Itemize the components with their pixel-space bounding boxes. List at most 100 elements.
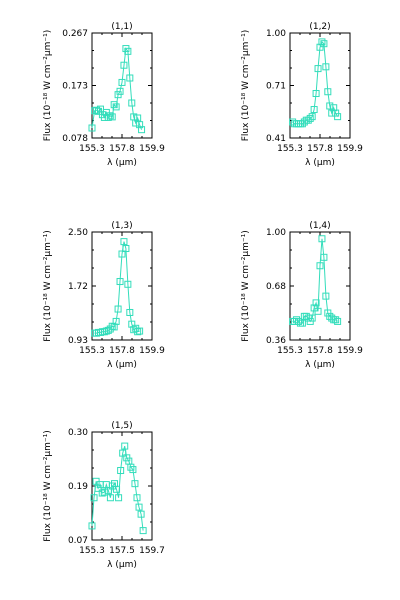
data-point — [100, 488, 108, 496]
x-tick-label: 157.8 — [307, 346, 333, 356]
panel-title: (1,3) — [111, 221, 132, 231]
y-axis-label: Flux (10⁻¹⁸ W cm⁻²μm⁻¹) — [43, 30, 53, 142]
data-point — [138, 126, 146, 134]
data-point — [104, 487, 112, 495]
data-point — [108, 113, 116, 121]
data-point — [118, 250, 126, 258]
x-tick-label: 155.3 — [79, 546, 105, 556]
plot-frame — [91, 231, 153, 341]
x-tick-label: 157.8 — [109, 346, 135, 356]
y-tick-label: 0.30 — [68, 428, 88, 438]
data-point — [127, 463, 135, 471]
chart-panel-2: (1,2) 155.3 157.8 159.9 1.00 0.71 0.41 λ (μm) Fl… — [241, 22, 363, 168]
data-point — [134, 328, 142, 336]
data-point — [139, 527, 147, 535]
y-tick-label: 0.07 — [68, 536, 88, 546]
data-point — [131, 480, 139, 488]
data-point — [334, 317, 342, 325]
data-point — [106, 112, 114, 120]
data-point — [318, 38, 326, 46]
x-tick-label: 155.3 — [79, 346, 105, 356]
data-point — [115, 494, 123, 502]
data-point — [312, 90, 320, 98]
y-axis-label: Flux (10⁻¹⁸ W cm⁻²μm⁻¹) — [43, 430, 53, 542]
data-point — [122, 245, 130, 253]
data-point — [104, 113, 112, 121]
y-tick-label: 0.267 — [62, 29, 88, 39]
data-point — [93, 106, 101, 114]
data-point — [114, 305, 122, 313]
data-point — [120, 61, 128, 69]
data-point — [300, 118, 308, 126]
chart-panel-4: (1,4) 155.3 157.8 159.9 1.00 0.68 0.36 λ (μm) Fl… — [241, 221, 363, 370]
data-point — [94, 484, 102, 492]
data-point — [124, 47, 132, 55]
x-axis-label: λ (μm) — [305, 158, 335, 168]
y-tick-label: 0.68 — [266, 282, 286, 292]
panel-title: (1,5) — [111, 421, 132, 431]
data-point — [126, 74, 134, 82]
data-point — [318, 235, 326, 243]
chart-panel-5: (1,5) 155.3 157.5 159.7 0.30 0.19 0.07 λ (μm) Fl… — [43, 421, 165, 570]
y-tick-label: 0.078 — [62, 134, 88, 144]
data-point — [314, 307, 322, 315]
data-point — [120, 238, 128, 246]
data-point — [135, 503, 143, 511]
data-point — [129, 466, 137, 474]
y-axis-label: Flux (10⁻¹⁸ W cm⁻²μm⁻¹) — [241, 230, 251, 342]
x-axis-label: λ (μm) — [107, 158, 137, 168]
y-tick-label: 0.71 — [266, 82, 286, 92]
y-tick-label: 0.93 — [68, 336, 88, 346]
data-point — [88, 124, 96, 132]
chart-panel-1: (1,1) 155.3 157.8 159.9 0.267 0.173 0.078 λ (μm… — [43, 22, 165, 168]
data-point — [108, 322, 116, 330]
data-point — [334, 113, 342, 121]
data-point — [306, 114, 314, 122]
data-point — [312, 299, 320, 307]
data-point — [328, 109, 336, 117]
x-tick-label: 157.8 — [109, 144, 135, 154]
y-tick-label: 2.50 — [68, 228, 88, 238]
panel-title: (1,1) — [111, 22, 132, 32]
data-point — [132, 119, 140, 127]
data-point — [304, 116, 312, 124]
x-tick-label: 159.7 — [139, 546, 165, 556]
y-tick-label: 0.173 — [62, 82, 88, 92]
x-axis-label: λ (μm) — [305, 360, 335, 370]
data-point — [136, 121, 144, 129]
data-point — [298, 120, 306, 128]
series-line — [292, 41, 339, 125]
x-tick-label: 155.3 — [277, 144, 303, 154]
data-point — [136, 327, 144, 335]
x-tick-label: 155.3 — [277, 346, 303, 356]
data-point — [112, 103, 120, 111]
data-point — [322, 292, 330, 300]
data-point — [330, 104, 338, 112]
series-line — [91, 47, 143, 130]
data-point — [124, 280, 132, 288]
y-tick-label: 1.00 — [266, 228, 286, 238]
x-tick-label: 159.9 — [139, 144, 165, 154]
x-tick-label: 159.9 — [337, 144, 363, 154]
data-point — [326, 102, 334, 110]
y-tick-label: 0.41 — [266, 134, 286, 144]
data-point — [320, 253, 328, 261]
data-point — [294, 317, 302, 325]
x-axis-label: λ (μm) — [107, 560, 137, 570]
series-line — [94, 241, 140, 334]
y-tick-label: 0.19 — [68, 482, 88, 492]
data-point — [137, 510, 145, 518]
data-point — [316, 43, 324, 51]
x-axis-label: λ (μm) — [107, 360, 137, 370]
data-point — [308, 314, 316, 322]
data-point — [126, 308, 134, 316]
data-point — [106, 494, 114, 502]
y-axis-label: Flux (10⁻¹⁸ W cm⁻²μm⁻¹) — [241, 30, 251, 142]
y-tick-label: 1.72 — [68, 282, 88, 292]
data-point — [116, 278, 124, 286]
data-point — [316, 262, 324, 270]
data-point — [112, 317, 120, 325]
data-point — [322, 63, 330, 71]
x-tick-label: 157.8 — [307, 144, 333, 154]
